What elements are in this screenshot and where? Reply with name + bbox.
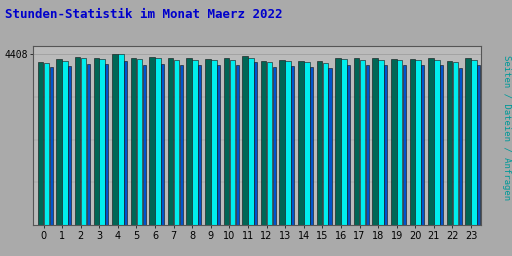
Bar bbox=[68, 66, 71, 225]
Bar bbox=[378, 60, 384, 225]
Bar bbox=[410, 59, 415, 225]
Bar bbox=[415, 60, 421, 225]
Bar bbox=[168, 58, 174, 225]
Bar bbox=[440, 65, 443, 225]
Bar bbox=[248, 58, 254, 225]
Bar bbox=[391, 59, 396, 225]
Bar bbox=[150, 57, 155, 225]
Bar bbox=[193, 60, 198, 225]
Bar bbox=[335, 58, 341, 225]
Bar bbox=[267, 62, 272, 225]
Bar bbox=[280, 60, 285, 225]
Text: Stunden-Statistik im Monat Maerz 2022: Stunden-Statistik im Monat Maerz 2022 bbox=[5, 8, 283, 21]
Bar bbox=[446, 61, 452, 225]
Bar bbox=[186, 58, 192, 225]
Bar bbox=[298, 61, 304, 225]
Bar bbox=[366, 65, 369, 225]
Bar bbox=[304, 62, 310, 225]
Bar bbox=[137, 59, 142, 225]
Bar bbox=[341, 59, 347, 225]
Bar bbox=[291, 66, 294, 225]
Bar bbox=[142, 65, 145, 225]
Bar bbox=[397, 60, 402, 225]
Bar bbox=[75, 57, 80, 225]
Bar bbox=[403, 65, 406, 225]
Bar bbox=[174, 60, 179, 225]
Bar bbox=[384, 65, 387, 225]
Bar bbox=[198, 65, 201, 225]
Bar bbox=[112, 54, 118, 225]
Bar bbox=[62, 61, 68, 225]
Bar bbox=[273, 67, 276, 225]
Bar bbox=[254, 62, 257, 225]
Text: Seiten / Dateien / Anfragen: Seiten / Dateien / Anfragen bbox=[502, 56, 511, 200]
Bar bbox=[261, 61, 266, 225]
Bar bbox=[217, 65, 220, 225]
Bar bbox=[316, 61, 322, 225]
Bar bbox=[44, 63, 49, 225]
Bar bbox=[99, 59, 105, 225]
Bar bbox=[87, 63, 90, 225]
Bar bbox=[229, 60, 235, 225]
Bar bbox=[477, 65, 480, 225]
Bar bbox=[56, 59, 62, 225]
Bar bbox=[94, 58, 99, 225]
Bar bbox=[161, 64, 164, 225]
Bar bbox=[465, 58, 471, 225]
Bar bbox=[118, 54, 123, 225]
Bar bbox=[471, 60, 477, 225]
Bar bbox=[131, 58, 136, 225]
Bar bbox=[211, 60, 217, 225]
Bar bbox=[360, 60, 365, 225]
Bar bbox=[434, 60, 440, 225]
Bar bbox=[310, 67, 313, 225]
Bar bbox=[421, 65, 424, 225]
Bar bbox=[285, 61, 291, 225]
Bar bbox=[459, 68, 462, 225]
Bar bbox=[347, 65, 350, 225]
Bar bbox=[224, 58, 229, 225]
Bar bbox=[372, 58, 378, 225]
Bar bbox=[323, 63, 328, 225]
Bar bbox=[453, 62, 458, 225]
Bar bbox=[329, 68, 332, 225]
Bar bbox=[236, 65, 239, 225]
Bar bbox=[155, 58, 161, 225]
Bar bbox=[428, 58, 434, 225]
Bar bbox=[205, 59, 210, 225]
Bar bbox=[38, 61, 44, 225]
Bar bbox=[105, 64, 109, 225]
Bar bbox=[81, 58, 87, 225]
Bar bbox=[180, 65, 183, 225]
Bar bbox=[124, 61, 127, 225]
Bar bbox=[242, 56, 248, 225]
Bar bbox=[50, 67, 53, 225]
Bar bbox=[354, 58, 359, 225]
